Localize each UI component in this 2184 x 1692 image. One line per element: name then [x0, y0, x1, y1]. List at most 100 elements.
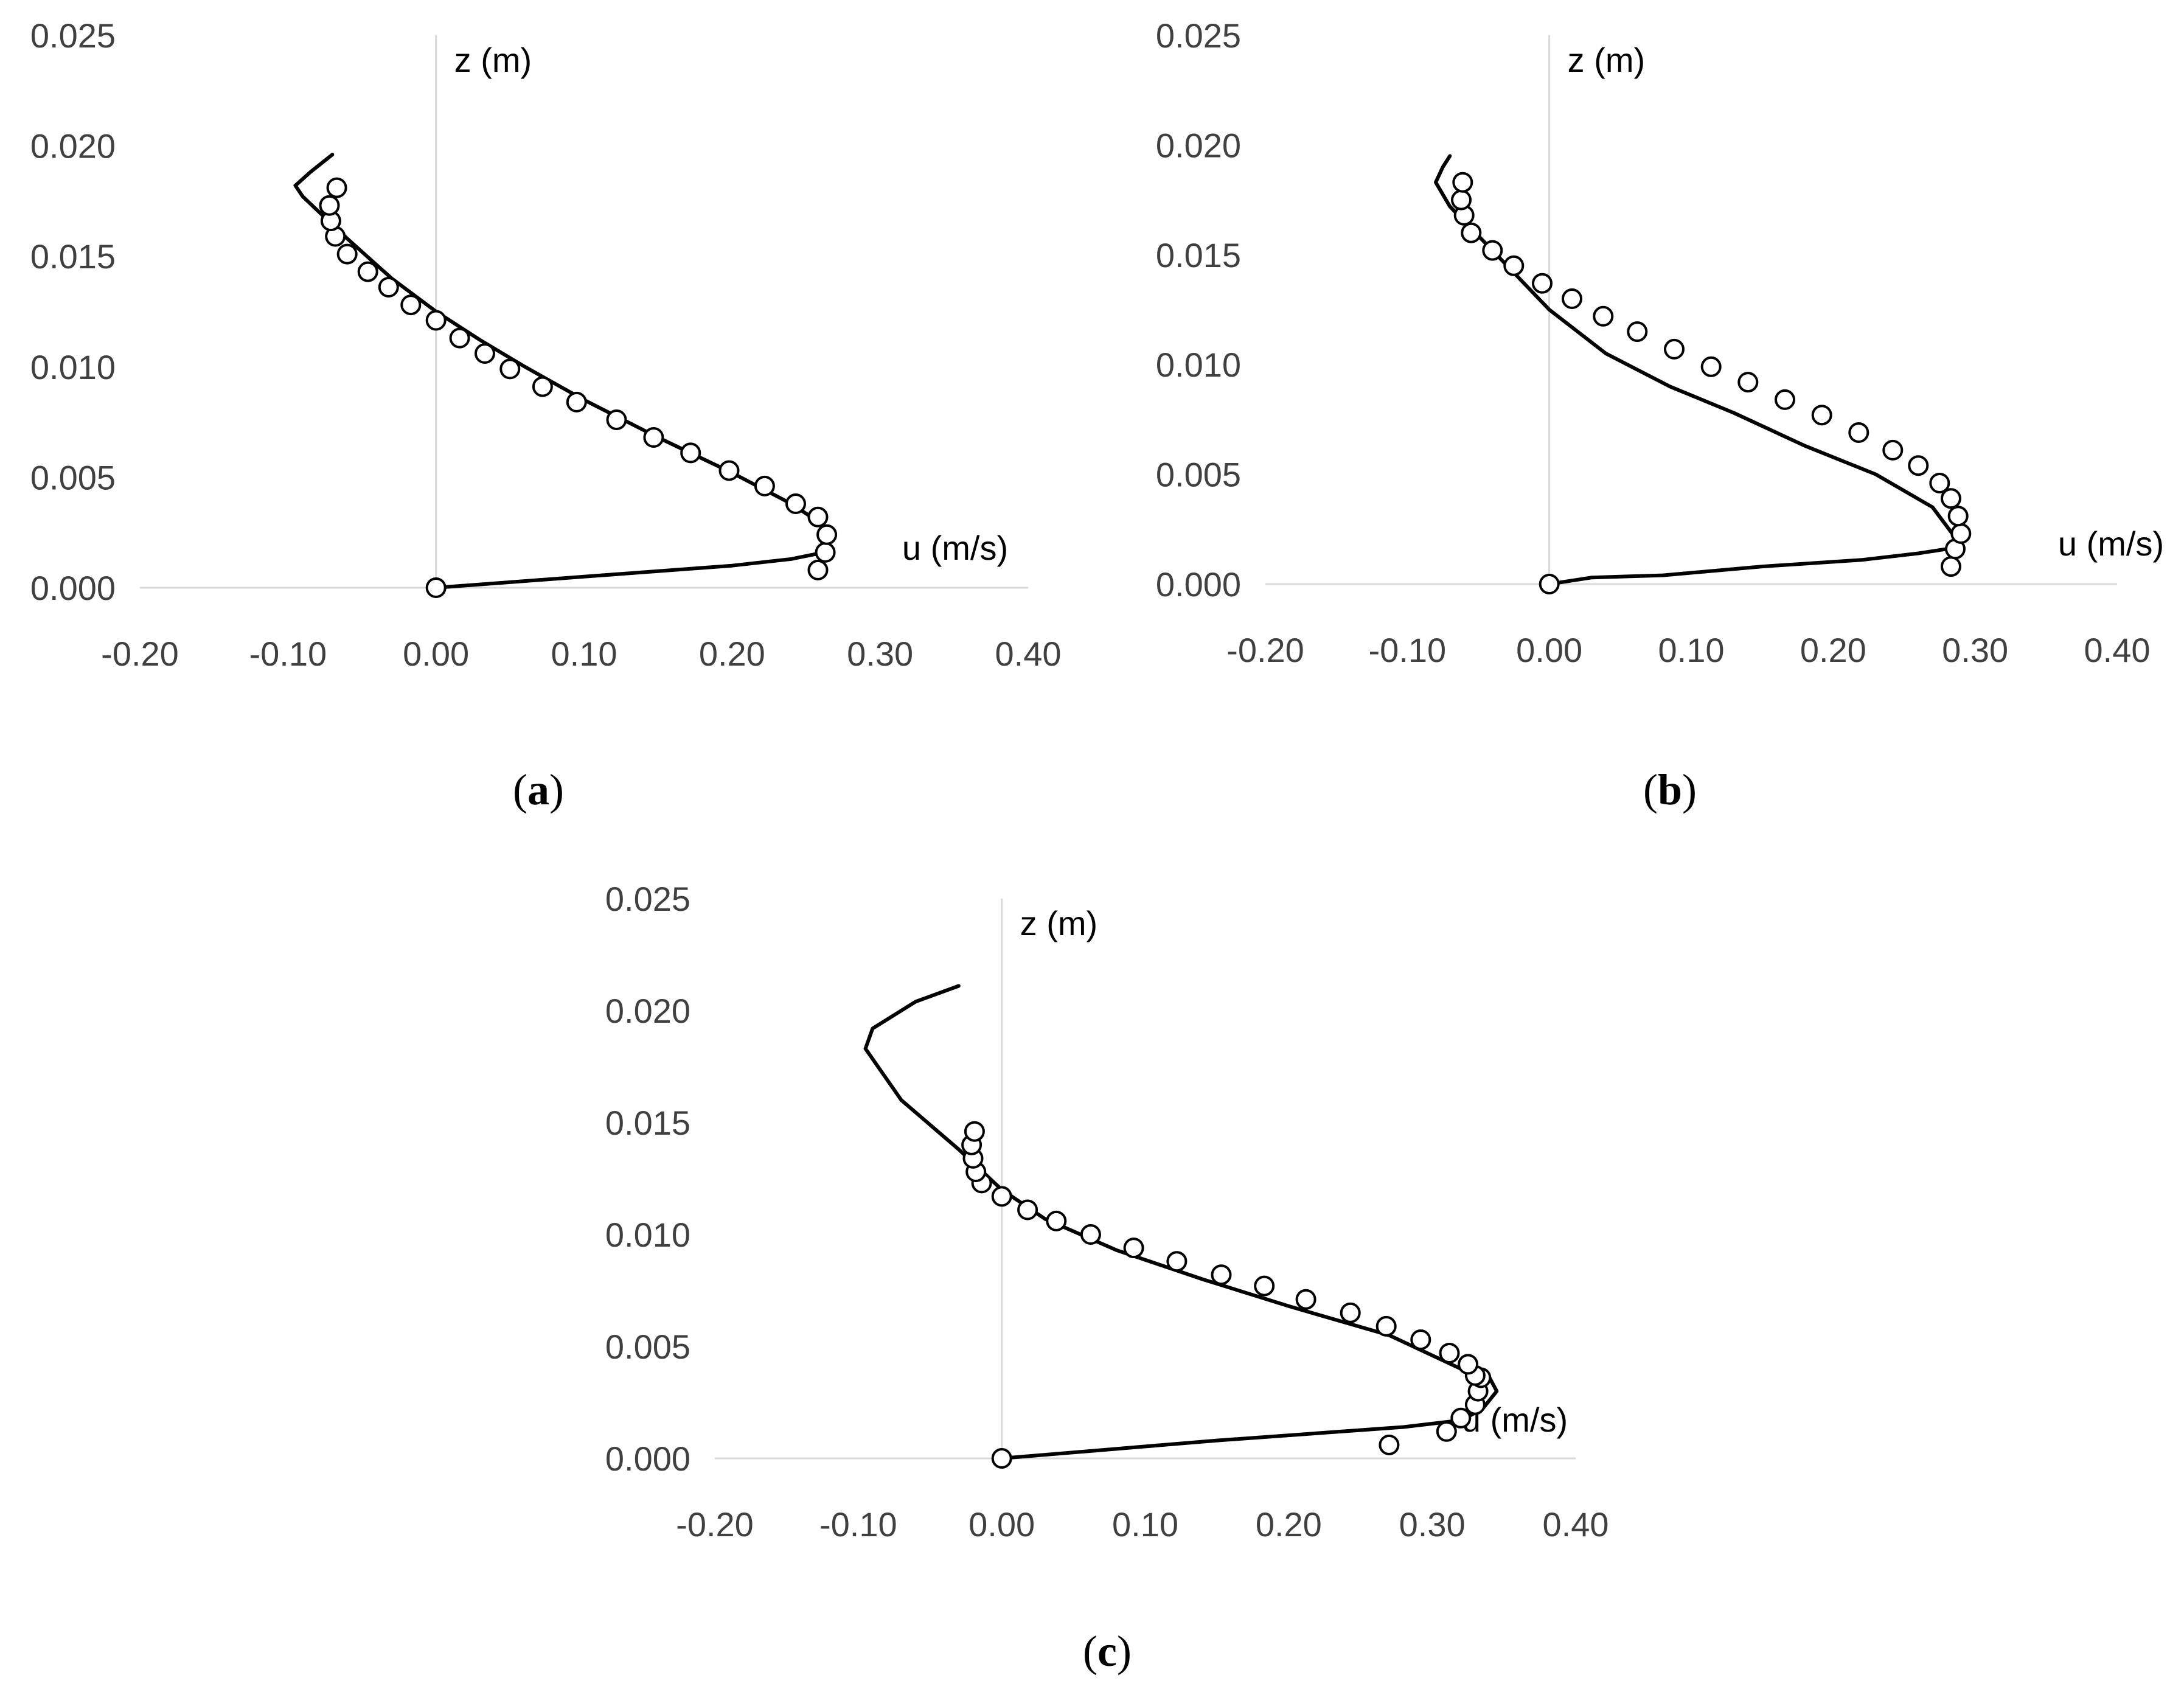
y-tick-label: 0.005	[1156, 456, 1241, 494]
y-axis-title: z (m)	[454, 41, 532, 79]
measured-data-point	[718, 460, 740, 481]
measured-data-point	[1436, 1421, 1457, 1442]
measured-data-point	[1080, 1224, 1101, 1245]
measured-data-point	[1532, 273, 1553, 294]
y-tick-label: 0.010	[30, 348, 116, 386]
panels: 0.000 0.005 0.010 0.015 0.020 0.025 -0.20 -0.10…	[30, 16, 2164, 1676]
measured-data-point	[1017, 1199, 1038, 1220]
x-tick-label: 0.30	[1942, 631, 2008, 669]
measured-data-point	[1700, 356, 1722, 377]
measured-data-point	[680, 442, 701, 464]
panel-caption: (b)	[1643, 765, 1697, 814]
measured-data-point	[1775, 389, 1795, 410]
measured-data-point	[1450, 1407, 1472, 1429]
x-tick-label: 0.10	[1658, 631, 1725, 669]
measured-data-point	[1929, 473, 1950, 493]
measured-data-point	[1458, 1354, 1479, 1375]
y-tick-label: 0.000	[605, 1440, 690, 1478]
x-tick-label: 0.10	[551, 635, 617, 673]
measured-data-point	[1166, 1251, 1188, 1272]
measured-data-point	[1908, 455, 1929, 476]
y-tick-label: 0.015	[30, 237, 116, 276]
caption-paren-open: (	[1643, 765, 1658, 814]
x-tick-label: 0.20	[699, 635, 765, 673]
measured-data-point	[1503, 255, 1525, 276]
caption-paren-close: )	[549, 765, 564, 814]
measured-data-point	[1811, 405, 1832, 426]
y-tick-label: 0.015	[1156, 236, 1241, 274]
x-tick-label: 0.20	[1256, 1505, 1322, 1544]
y-tick-label: 0.000	[30, 569, 116, 607]
y-tick-label: 0.005	[30, 458, 116, 496]
measured-data-point	[1295, 1289, 1316, 1310]
y-tick-label: 0.025	[30, 16, 116, 55]
caption-paren-open: (	[1083, 1627, 1097, 1676]
panel-caption: (c)	[1083, 1627, 1132, 1676]
x-tick-label: -0.20	[101, 635, 179, 673]
measured-data-point	[1664, 338, 1685, 360]
measured-data-point	[1439, 1343, 1460, 1363]
y-axis-title: z (m)	[1020, 904, 1098, 942]
measured-data-point	[785, 493, 806, 514]
measured-data-point	[1375, 1315, 1397, 1337]
y-axis-title: z (m)	[1568, 41, 1646, 79]
x-tick-label: -0.20	[1226, 631, 1304, 669]
measured-data-point	[1452, 172, 1473, 193]
measured-data-point	[1627, 321, 1648, 343]
x-tick-label: -0.10	[249, 635, 327, 673]
x-tick-label: 0.20	[1800, 631, 1866, 669]
measured-data-point	[475, 343, 495, 364]
x-tick-label: 0.00	[403, 635, 469, 673]
x-tick-label: 0.30	[1399, 1505, 1466, 1544]
panel-caption: (a)	[513, 765, 564, 814]
y-tick-label: 0.020	[605, 992, 690, 1030]
x-axis-title: u (m/s)	[2058, 524, 2164, 563]
computed-profile-line	[293, 153, 830, 590]
measured-data-point	[566, 391, 587, 413]
measured-data-point	[1461, 222, 1482, 243]
y-tick-label: 0.005	[605, 1328, 690, 1366]
measured-data-point	[991, 1186, 1012, 1207]
x-tick-label: 0.40	[995, 635, 1062, 673]
measured-data-point	[400, 294, 422, 316]
x-tick-label: 0.00	[1516, 631, 1582, 669]
measured-data-point	[1941, 556, 1961, 577]
measured-data-point	[1482, 240, 1503, 261]
measured-data-point	[643, 427, 664, 448]
measured-data-point	[1254, 1275, 1275, 1297]
x-tick-label: 0.40	[1543, 1505, 1609, 1544]
chart-panel-a: 0.000 0.005 0.010 0.015 0.020 0.025 -0.20 -0.10…	[30, 16, 1062, 814]
chart-panel-b: 0.000 0.005 0.010 0.015 0.020 0.025 -0.20 -0.10…	[1156, 16, 2164, 814]
measured-data-point	[1941, 488, 1961, 509]
y-tick-label: 0.010	[1156, 346, 1241, 384]
measured-data-point	[1123, 1238, 1144, 1259]
x-tick-label: 0.10	[1112, 1505, 1178, 1544]
measured-data-point	[807, 559, 829, 580]
caption-paren-open: (	[513, 765, 527, 814]
x-tick-label: -0.10	[819, 1505, 897, 1544]
measured-data-point	[1950, 523, 1972, 544]
measured-data-point	[754, 475, 775, 496]
y-tick-label: 0.020	[30, 127, 116, 165]
measured-data-point	[532, 376, 553, 397]
caption-paren-close: )	[1117, 1627, 1132, 1676]
measured-data-point	[1340, 1302, 1361, 1323]
measured-data-point	[1882, 439, 1904, 461]
x-tick-label: -0.20	[676, 1505, 754, 1544]
measured-data-point	[326, 177, 347, 198]
measured-data-point	[425, 577, 447, 598]
measured-data-point	[336, 243, 358, 265]
computed-profile-line	[1434, 154, 1963, 586]
measured-data-point	[1451, 189, 1472, 211]
measured-data-point	[1562, 288, 1582, 309]
caption-letter: c	[1097, 1627, 1117, 1676]
measured-data-point	[1410, 1329, 1431, 1350]
measured-data-point	[807, 506, 829, 527]
measured-data-point	[816, 524, 838, 545]
measured-data-point	[1593, 305, 1614, 327]
measured-data-point	[1379, 1434, 1400, 1455]
measured-data-point	[425, 310, 447, 331]
measured-data-point	[1046, 1210, 1067, 1231]
x-tick-label: -0.10	[1369, 631, 1447, 669]
